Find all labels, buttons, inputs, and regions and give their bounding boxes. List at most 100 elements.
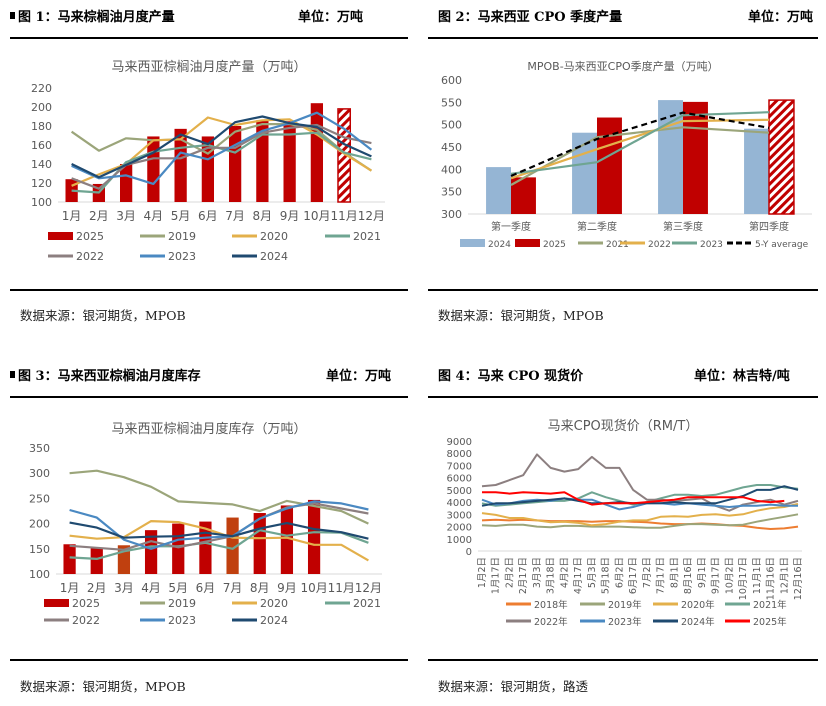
bar-2025-7月: [226, 517, 239, 574]
legend-item-2023: 2023: [140, 614, 196, 627]
legend-item-2025: 2025: [44, 597, 100, 610]
x-tick-label: 4月2日: [559, 557, 570, 588]
figure-2-unit: 单位：万吨: [748, 10, 814, 25]
figure-1-unit: 单位：万吨: [298, 10, 364, 25]
legend-swatch: [460, 239, 485, 247]
y-tick-label: 160: [31, 139, 52, 152]
x-tick-label: 6月2日: [614, 557, 625, 588]
x-tick-label: 7月: [223, 581, 243, 595]
y-tick-label: 600: [441, 74, 462, 87]
y-tick-label: 7000: [447, 461, 472, 472]
bar-2025-5月: [172, 523, 185, 574]
series-line-2024: [69, 521, 369, 540]
x-tick-label: 9月1日: [697, 557, 708, 588]
y-tick-label: 4000: [447, 498, 472, 509]
legend-label: 2023: [700, 240, 723, 250]
series-line-2019年: [481, 513, 799, 529]
bar-2025-第三季度: [683, 101, 708, 214]
figure-4-caption: 图 4：马来 CPO 现货价: [438, 369, 584, 384]
bar-2024-第二季度: [572, 132, 597, 214]
legend-item-2023年: 2023年: [580, 616, 642, 628]
legend-label: 2025: [72, 597, 100, 610]
x-tick-label: 第一季度: [491, 220, 531, 233]
series-line-2019: [69, 469, 369, 525]
figure-1-source: 数据来源：银河期货，MPOB: [20, 308, 186, 323]
x-tick-label: 1月2日: [477, 557, 488, 588]
divider: [428, 37, 818, 39]
x-tick-label: 12月1日: [779, 557, 790, 594]
legend-item-2019: 2019: [140, 597, 196, 610]
x-tick-label: 4月: [144, 209, 164, 223]
x-tick-label: 12月: [355, 581, 382, 595]
y-tick-label: 120: [31, 177, 52, 190]
x-tick-label: 10月2日: [724, 557, 735, 594]
x-tick-label: 第四季度: [749, 220, 789, 233]
x-tick-label: 6月17日: [628, 557, 639, 594]
series-line-2022: [71, 123, 372, 190]
series-line-2023年: [481, 497, 798, 511]
x-tick-label: 4月: [141, 581, 161, 595]
legend-item-2024: 2024: [232, 250, 288, 263]
legend-item-2023: 2023: [672, 240, 723, 250]
legend-label: 2024: [260, 614, 288, 627]
x-tick-label: 5月: [168, 581, 188, 595]
chart-title: 马来西亚棕榈油月度库存（万吨）: [111, 421, 306, 437]
bar-2025-1月: [63, 544, 76, 574]
x-tick-label: 8月1日: [669, 557, 680, 588]
legend-item-2022: 2022: [48, 250, 104, 263]
legend-label: 5-Y average: [755, 240, 809, 250]
x-tick-label: 5月: [171, 209, 191, 223]
legend-label: 2022: [72, 614, 100, 627]
bar-2025-第四季度: [768, 99, 795, 215]
monthly-production-chart: 马来西亚棕榈油月度产量（万吨） 100 120 140 160 180 200 220 1月 2月…: [31, 59, 385, 263]
legend-label: 2022: [76, 250, 104, 263]
figure-2-caption: 图 2：马来西亚 CPO 季度产量: [438, 10, 623, 25]
y-tick-label: 1000: [447, 535, 472, 546]
legend-item-2018年: 2018年: [506, 599, 568, 611]
quarterly-production-chart: MPOB-马来西亚CPO季度产量（万吨） 300 350 400 450 500 550 60…: [441, 59, 812, 250]
legend-label: 2024: [260, 250, 288, 263]
series-line-2025年: [482, 491, 785, 506]
y-tick-label: 550: [441, 96, 462, 109]
legend-item-2022年: 2022年: [506, 616, 568, 628]
monthly-inventory-chart: 马来西亚棕榈油月度库存（万吨） 100 150 200 250 300 350 1月 2月 3月 4…: [29, 421, 382, 627]
bar-2024-第一季度: [486, 167, 511, 214]
x-tick-label: 3月: [116, 209, 136, 223]
legend-label: 2023年: [608, 616, 642, 628]
legend-item-2021: 2021: [325, 597, 381, 610]
series-line-2019: [70, 122, 373, 172]
divider: [10, 289, 408, 291]
x-tick-label: 第三季度: [663, 220, 703, 233]
x-tick-label: 2月2日: [504, 557, 515, 588]
x-tick-label: 7月: [225, 209, 245, 223]
legend-label: 2024: [488, 240, 511, 250]
divider: [10, 37, 408, 39]
bar-2025-4月: [147, 136, 160, 202]
y-tick-label: 3000: [447, 510, 472, 521]
legend-item-2021: 2021: [578, 240, 629, 250]
legend-item-5-Y average: 5-Y average: [727, 240, 809, 250]
x-tick-label: 10月17日: [738, 557, 749, 600]
y-tick-label: 100: [29, 568, 50, 581]
figure-3-unit: 单位：万吨: [326, 369, 392, 384]
series-line-2024: [71, 115, 372, 179]
legend-item-2021: 2021: [325, 230, 381, 243]
x-tick-label: 11月16日: [766, 557, 777, 600]
legend-label: 2020年: [681, 599, 715, 611]
x-tick-label: 8月: [250, 581, 270, 595]
bar-2024-第四季度: [744, 128, 769, 214]
y-tick-label: 140: [31, 158, 52, 171]
legend-swatch: [515, 239, 540, 247]
y-tick-label: 220: [31, 82, 52, 95]
series-line-2023: [71, 111, 373, 185]
y-tick-label: 100: [31, 196, 52, 209]
x-tick-label: 7月17日: [656, 557, 667, 594]
x-tick-label: 5月3日: [587, 557, 598, 588]
x-tick-label: 10月: [303, 209, 330, 223]
legend-item-2025: 2025: [515, 239, 566, 250]
legend-label: 2021: [353, 597, 381, 610]
figure-3-caption: 图 3：马来西亚棕榈油月度库存: [10, 365, 201, 384]
legend-item-2022: 2022: [44, 614, 100, 627]
legend-label: 2025年: [753, 616, 787, 628]
